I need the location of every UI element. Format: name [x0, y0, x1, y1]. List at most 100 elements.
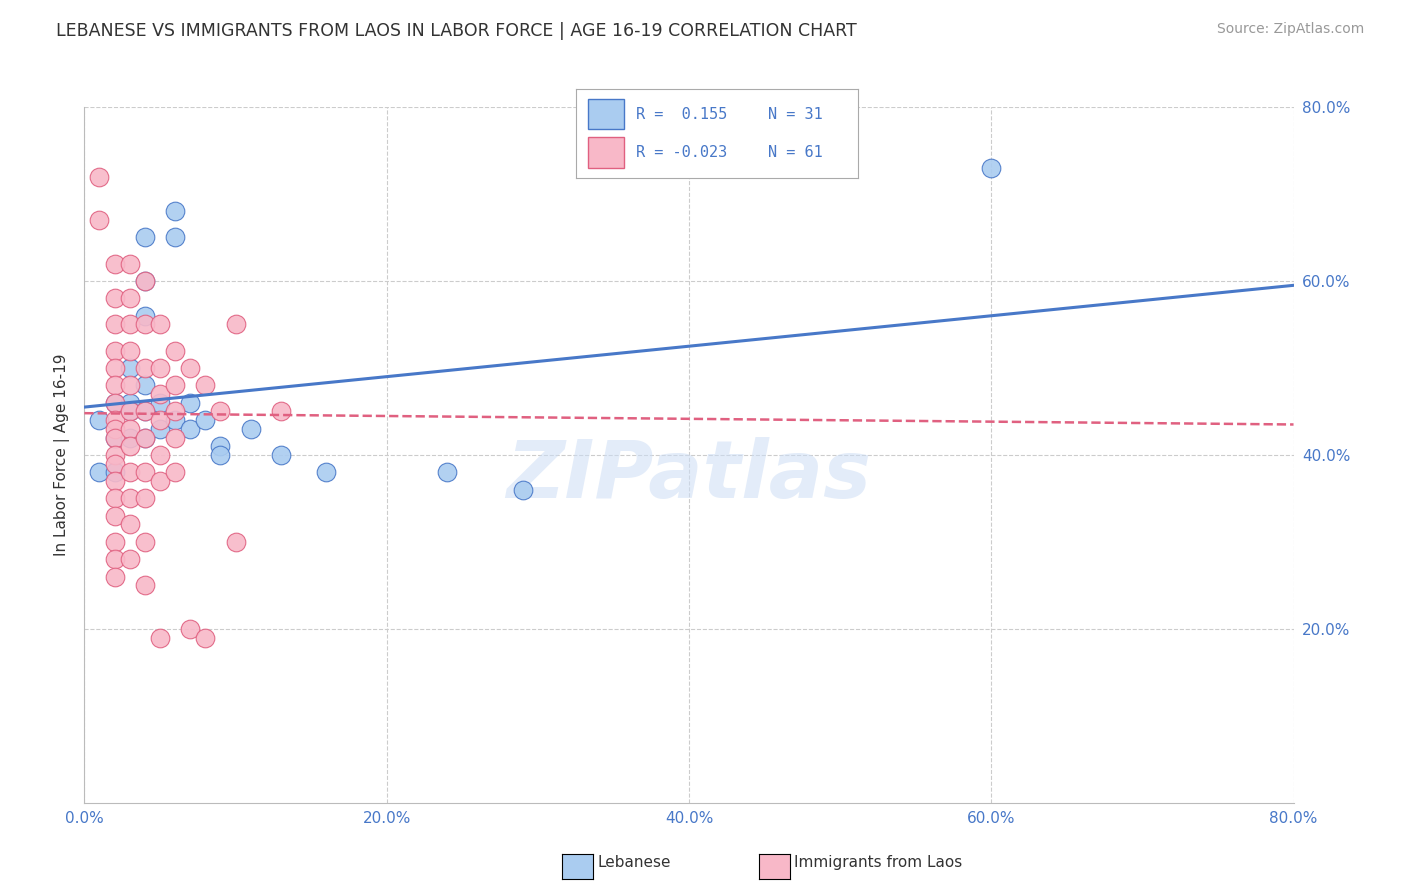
Point [225, 534, 247, 549]
Point [149, 448, 172, 462]
Point [118, 422, 141, 436]
Point [118, 360, 141, 375]
Y-axis label: In Labor Force | Age 16-19: In Labor Force | Age 16-19 [55, 353, 70, 557]
Point [134, 431, 156, 445]
Point [89, 466, 111, 480]
Point [134, 404, 156, 418]
Point [134, 431, 156, 445]
Text: LEBANESE VS IMMIGRANTS FROM LAOS IN LABOR FORCE | AGE 16-19 CORRELATION CHART: LEBANESE VS IMMIGRANTS FROM LAOS IN LABO… [56, 22, 858, 40]
Text: N = 31: N = 31 [768, 107, 823, 121]
Point [149, 422, 172, 436]
Point [89, 413, 111, 427]
Point [209, 404, 232, 418]
Point [118, 378, 141, 392]
Point [194, 378, 217, 392]
Point [134, 534, 156, 549]
Point [134, 491, 156, 506]
Point [436, 466, 458, 480]
Point [163, 230, 186, 244]
Point [163, 466, 186, 480]
Point [179, 422, 201, 436]
Point [209, 439, 232, 453]
Point [179, 360, 201, 375]
Point [118, 396, 141, 410]
Point [104, 422, 127, 436]
Point [149, 631, 172, 645]
Point [118, 256, 141, 270]
Point [104, 474, 127, 488]
Point [163, 431, 186, 445]
Point [118, 291, 141, 305]
Point [149, 396, 172, 410]
Point [104, 318, 127, 332]
Point [118, 517, 141, 532]
Point [134, 274, 156, 288]
Point [118, 439, 141, 453]
Text: R = -0.023: R = -0.023 [636, 145, 727, 160]
Point [104, 431, 127, 445]
Point [134, 318, 156, 332]
Point [512, 483, 534, 497]
Point [104, 396, 127, 410]
Point [104, 413, 127, 427]
Point [104, 570, 127, 584]
Text: Immigrants from Laos: Immigrants from Laos [794, 855, 963, 870]
Point [270, 448, 292, 462]
Text: Source: ZipAtlas.com: Source: ZipAtlas.com [1216, 22, 1364, 37]
Point [118, 431, 141, 445]
Point [104, 491, 127, 506]
Point [134, 360, 156, 375]
Point [149, 387, 172, 401]
Point [163, 204, 186, 219]
Point [118, 552, 141, 566]
Point [149, 474, 172, 488]
Point [104, 360, 127, 375]
Point [104, 552, 127, 566]
Point [134, 378, 156, 392]
Point [209, 448, 232, 462]
Point [179, 396, 201, 410]
Point [194, 631, 217, 645]
Point [179, 622, 201, 636]
Text: Lebanese: Lebanese [598, 855, 671, 870]
Point [149, 360, 172, 375]
Point [134, 466, 156, 480]
Point [104, 378, 127, 392]
Point [163, 404, 186, 418]
Point [104, 457, 127, 471]
Point [134, 404, 156, 418]
Point [118, 318, 141, 332]
Text: N = 61: N = 61 [768, 145, 823, 160]
Point [89, 213, 111, 227]
Point [163, 413, 186, 427]
Point [104, 508, 127, 523]
Point [239, 422, 262, 436]
Text: R =  0.155: R = 0.155 [636, 107, 727, 121]
Point [104, 466, 127, 480]
Point [118, 404, 141, 418]
Point [118, 404, 141, 418]
Point [149, 413, 172, 427]
FancyBboxPatch shape [588, 137, 624, 168]
Point [104, 291, 127, 305]
Point [134, 230, 156, 244]
Point [104, 431, 127, 445]
Point [149, 318, 172, 332]
Point [104, 534, 127, 549]
Point [134, 578, 156, 592]
Point [163, 343, 186, 358]
Text: ZIPatlas: ZIPatlas [506, 437, 872, 515]
Point [194, 413, 217, 427]
Point [134, 309, 156, 323]
Point [104, 343, 127, 358]
Point [134, 274, 156, 288]
Point [270, 404, 292, 418]
Point [315, 466, 337, 480]
Point [89, 169, 111, 184]
Point [118, 491, 141, 506]
Point [104, 256, 127, 270]
Point [104, 396, 127, 410]
Point [163, 378, 186, 392]
FancyBboxPatch shape [588, 99, 624, 129]
Point [118, 466, 141, 480]
